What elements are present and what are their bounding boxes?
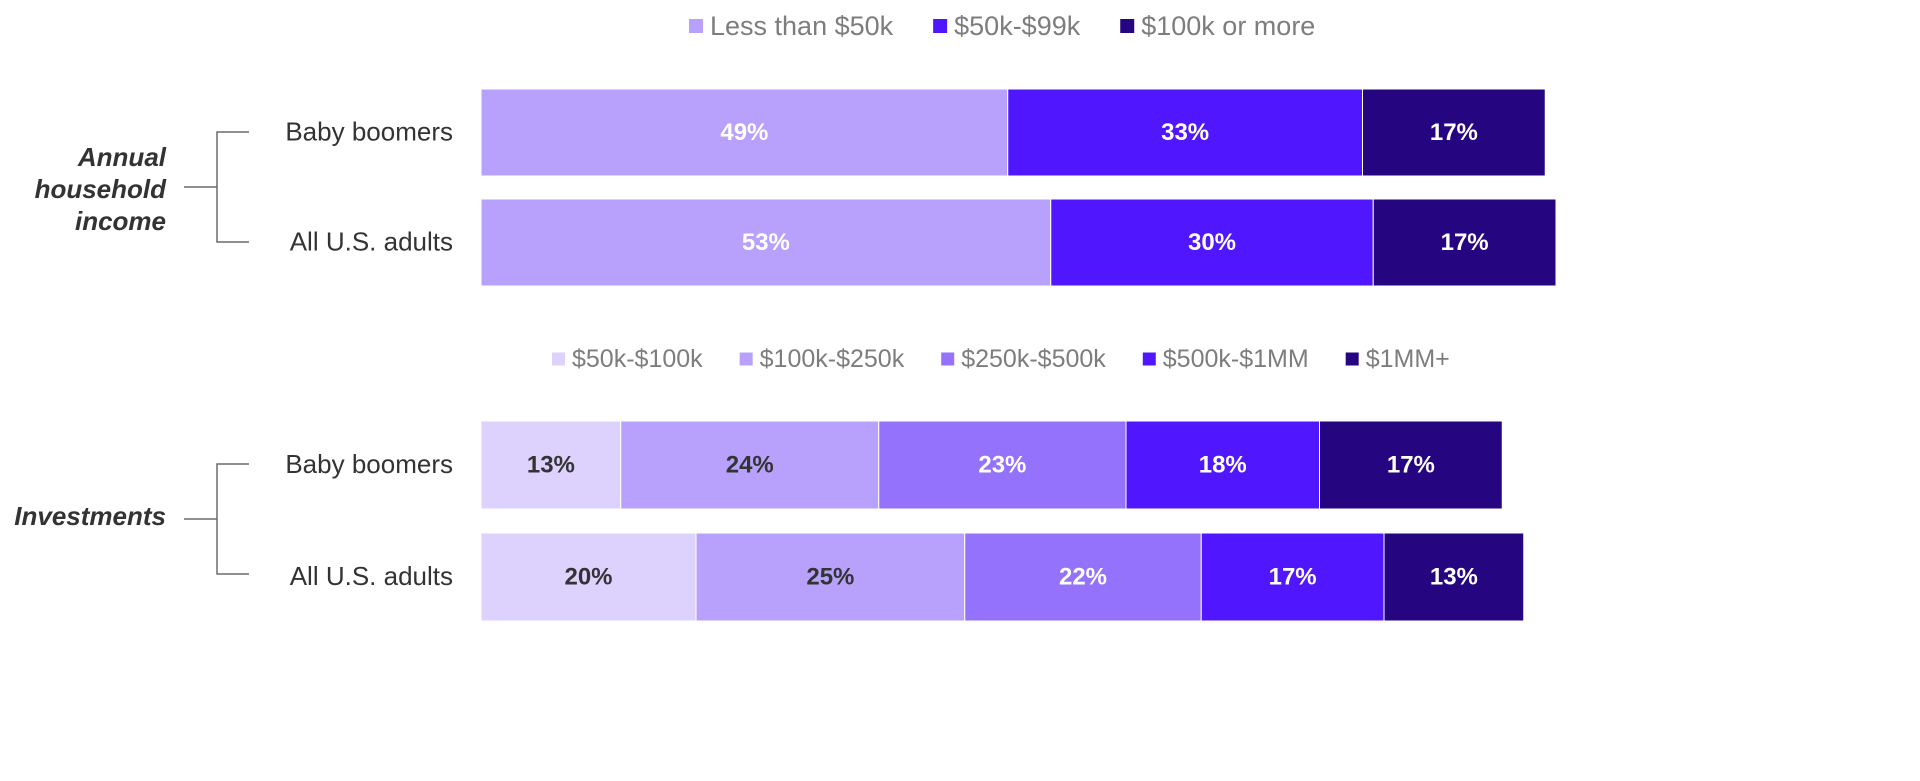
legend-label: $50k-$100k <box>572 345 703 373</box>
bar-segment <box>1362 88 1546 177</box>
bracket <box>184 463 249 575</box>
legend-swatch <box>1142 352 1156 366</box>
data-label: 33% <box>1161 119 1209 146</box>
bar-segment <box>878 420 1127 510</box>
row-label: Baby boomers <box>285 449 453 479</box>
data-label: 17% <box>1441 229 1489 256</box>
group-label: Annual <box>77 142 167 172</box>
data-label: 17% <box>1269 564 1317 591</box>
bar-row: Baby boomers 13% 24% 23% 18% 17% <box>285 420 1503 510</box>
bar-segment <box>620 420 880 510</box>
group-label: household <box>35 174 168 204</box>
bar-row: All U.S. adults 20% 25% 22% 17% 13% <box>290 532 1525 622</box>
legend-swatch <box>941 352 955 366</box>
data-label: 30% <box>1188 229 1236 256</box>
data-label: 22% <box>1059 564 1107 591</box>
bar-segment <box>480 420 622 510</box>
legend-label: $100k or more <box>1141 11 1315 41</box>
legend-label: $1MM+ <box>1366 345 1450 373</box>
data-label: 13% <box>1430 564 1478 591</box>
data-label: 17% <box>1387 452 1435 479</box>
bar-segment <box>480 88 1009 177</box>
bar-segment <box>695 532 966 622</box>
legend-label: $500k-$1MM <box>1163 345 1309 373</box>
bar-segment <box>480 198 1052 287</box>
data-label: 13% <box>527 452 575 479</box>
legend-swatch <box>739 352 753 366</box>
data-label: 24% <box>726 452 774 479</box>
legend: Less than $50k $50k-$99k $100k or more <box>689 11 1315 41</box>
data-label: 49% <box>720 119 768 146</box>
bar-segment <box>964 532 1202 622</box>
data-label: 17% <box>1430 119 1478 146</box>
bar-segment <box>1319 420 1503 510</box>
row-label: Baby boomers <box>285 117 453 147</box>
data-label: 23% <box>978 452 1026 479</box>
legend-label: $50k-$99k <box>954 11 1081 41</box>
legend-swatch <box>1120 19 1135 33</box>
investments-panel: $50k-$100k $100k-$250k $250k-$500k $500k-$1… <box>14 345 1525 622</box>
legend: $50k-$100k $100k-$250k $250k-$500k $500k-$1… <box>552 345 1450 373</box>
bar-segment <box>1007 88 1363 177</box>
legend-label: $100k-$250k <box>760 345 905 373</box>
legend-label: Less than $50k <box>710 11 894 41</box>
bar-row: All U.S. adults 53% 30% 17% <box>290 198 1557 287</box>
bar-segment <box>1050 198 1374 287</box>
data-label: 20% <box>564 564 612 591</box>
data-label: 18% <box>1199 452 1247 479</box>
row-label: All U.S. adults <box>290 561 453 591</box>
legend-swatch <box>689 19 703 33</box>
bar-row: Baby boomers 49% 33% 17% <box>285 88 1546 177</box>
legend-label: $250k-$500k <box>961 345 1106 373</box>
bar-segment <box>1200 532 1385 622</box>
data-label: 25% <box>806 564 854 591</box>
legend-swatch <box>552 352 565 366</box>
row-label: All U.S. adults <box>290 227 453 257</box>
bar-segment <box>1125 420 1320 510</box>
legend-swatch <box>1345 352 1359 366</box>
group-label: Investments <box>14 501 166 531</box>
data-label: 53% <box>742 229 790 256</box>
bar-segment <box>1372 198 1557 287</box>
legend-swatch <box>933 19 948 33</box>
bracket <box>184 131 249 243</box>
income-panel: Less than $50k $50k-$99k $100k or more Annu… <box>35 11 1557 287</box>
bar-segment <box>1383 532 1525 622</box>
group-label: income <box>75 206 166 236</box>
bar-segment <box>480 532 697 622</box>
chart: Less than $50k $50k-$99k $100k or more Annu… <box>14 11 1557 622</box>
